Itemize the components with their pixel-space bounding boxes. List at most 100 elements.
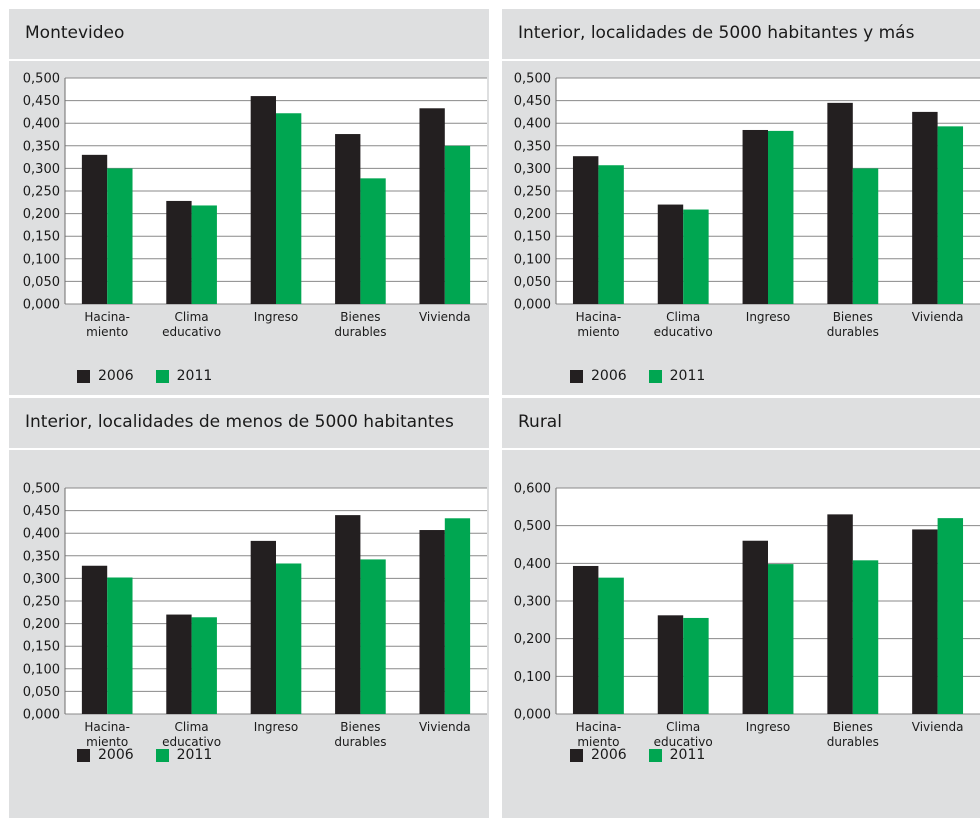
bar-2011-0 (107, 577, 133, 714)
bar-2011-0 (107, 168, 133, 304)
y-tick-label: 0,200 (23, 207, 60, 222)
panel-title: Interior, localidades de menos de 5000 h… (25, 412, 454, 432)
x-tick-label: Clima (666, 720, 700, 734)
x-tick-label: miento (577, 735, 619, 749)
x-tick-label: Vivienda (419, 720, 471, 734)
title-divider (9, 448, 489, 450)
bar-2011-2 (276, 113, 302, 304)
bar-2011-2 (276, 563, 302, 714)
bar-2011-4 (937, 518, 964, 714)
y-tick-label: 0,400 (514, 557, 551, 572)
bar-2006-3 (335, 134, 361, 304)
y-tick-label: 0,350 (23, 549, 60, 564)
x-tick-label: Vivienda (912, 720, 964, 734)
y-tick-label: 0,450 (514, 94, 551, 109)
legend-swatch-2011 (155, 748, 169, 762)
x-tick-label: durables (827, 325, 879, 339)
bar-2006-2 (742, 540, 768, 714)
x-tick-label: Ingreso (746, 310, 790, 324)
legend: 2006 2011 (570, 747, 727, 763)
bar-2006-0 (572, 156, 599, 304)
x-tick-label: durables (334, 735, 386, 749)
y-tick-label: 0,000 (23, 708, 60, 723)
y-tick-label: 0,300 (23, 572, 60, 587)
bar-chart: 0,000 0,050 0,100 0,150 0,200 0,250 0,300 0,350… (23, 482, 487, 749)
bar-chart: 0,000 0,050 0,100 0,150 0,200 0,250 0,300 0,350… (23, 72, 487, 339)
bar-2006-2 (250, 540, 276, 714)
y-tick-label: 0,600 (514, 482, 551, 497)
legend: 2006 2011 (77, 368, 234, 384)
y-tick-label: 0,250 (514, 185, 551, 200)
legend-label-2011: 2011 (669, 747, 706, 763)
y-tick-label: 0,000 (23, 298, 60, 313)
y-tick-label: 0,500 (23, 482, 60, 497)
x-tick-label: miento (577, 325, 619, 339)
legend: 2006 2011 (77, 747, 234, 763)
bar-2006-0 (572, 565, 599, 714)
y-tick-label: 0,200 (514, 632, 551, 647)
y-tick-label: 0,050 (23, 685, 60, 700)
y-tick-label: 0,300 (514, 162, 551, 177)
bar-2006-0 (81, 154, 108, 304)
bar-2006-4 (419, 530, 445, 714)
y-tick-label: 0,300 (23, 162, 60, 177)
panel-interior-5000-y-mas: Interior, localidades de 5000 habitantes… (502, 9, 980, 395)
legend-swatch-2011 (648, 369, 662, 383)
bar-2011-4 (444, 145, 471, 304)
y-tick-label: 0,150 (514, 230, 551, 245)
legend-item-2011: 2011 (155, 368, 213, 384)
panel-title: Rural (518, 412, 562, 432)
panel-title: Interior, localidades de 5000 habitantes… (518, 23, 915, 43)
y-tick-label: 0,050 (514, 275, 551, 290)
x-tick-label: Hacina- (84, 310, 130, 324)
y-tick-label: 0,350 (514, 139, 551, 154)
x-tick-label: Clima (666, 310, 700, 324)
bar-2006-1 (657, 615, 684, 714)
y-tick-label: 0,100 (514, 670, 551, 685)
y-tick-label: 0,250 (23, 595, 60, 610)
bar-2011-4 (937, 126, 964, 304)
panel-title: Montevideo (25, 23, 125, 43)
y-tick-label: 0,100 (23, 662, 60, 677)
bar-chart: 0,000 0,050 0,100 0,150 0,200 0,250 0,300 0,350… (514, 72, 980, 339)
bar-chart: 0,000 0,100 0,200 0,300 0,400 0,500 0,600 Hacin… (514, 482, 980, 749)
bar-2006-1 (166, 614, 192, 714)
bar-2006-2 (250, 96, 276, 304)
y-tick-label: 0,100 (514, 252, 551, 267)
bar-2011-4 (444, 518, 471, 714)
legend-label-2006: 2006 (591, 747, 627, 763)
bar-2011-3 (852, 560, 879, 714)
legend-swatch-2011 (155, 369, 169, 383)
legend-item-2006: 2006 (77, 368, 134, 384)
legend-swatch-2006 (77, 369, 90, 383)
x-tick-label: Bienes (340, 310, 380, 324)
legend-swatch-2006 (570, 369, 583, 383)
legend-item-2006: 2006 (570, 368, 627, 384)
y-tick-label: 0,500 (514, 72, 551, 87)
x-tick-label: Ingreso (254, 310, 298, 324)
y-tick-label: 0,500 (514, 519, 551, 534)
x-tick-label: Bienes (833, 720, 873, 734)
bar-2006-1 (657, 204, 684, 304)
x-tick-label: Ingreso (746, 720, 790, 734)
legend-label-2011: 2011 (176, 747, 213, 763)
legend-swatch-2006 (570, 748, 583, 762)
y-tick-label: 0,000 (514, 298, 551, 313)
bar-2011-2 (768, 564, 794, 714)
y-tick-label: 0,350 (23, 139, 60, 154)
legend-label-2011: 2011 (176, 368, 213, 384)
y-tick-label: 0,400 (514, 117, 551, 132)
bar-2011-1 (191, 617, 217, 714)
panel-rural: Rural 0,000 0,100 0,200 0,300 0,400 0,500 0,60… (502, 398, 980, 818)
bar-2006-4 (419, 108, 445, 304)
y-tick-label: 0,200 (23, 617, 60, 632)
x-tick-label: miento (86, 325, 128, 339)
bar-2006-4 (912, 111, 938, 305)
legend: 2006 2011 (570, 368, 727, 384)
y-tick-label: 0,450 (23, 94, 60, 109)
legend-item-2011: 2011 (648, 747, 706, 763)
legend-item-2006: 2006 (570, 747, 627, 763)
y-tick-label: 0,150 (23, 230, 60, 245)
bar-2006-3 (335, 515, 361, 714)
